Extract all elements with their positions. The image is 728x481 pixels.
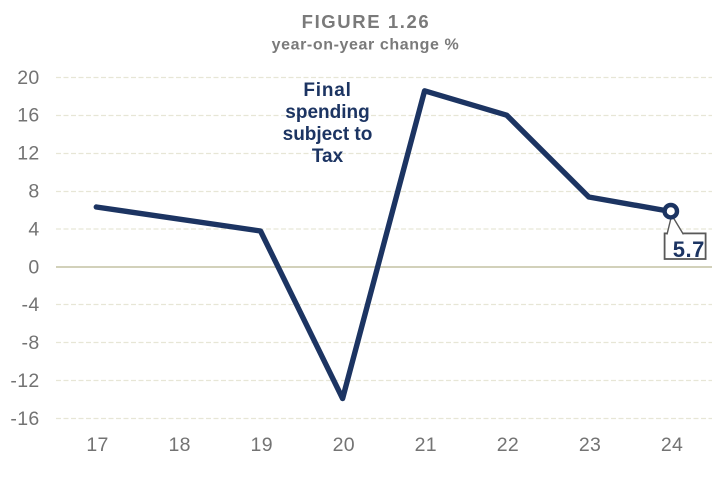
svg-text:Final: Final	[303, 80, 351, 101]
svg-text:subject to: subject to	[283, 124, 373, 145]
svg-text:12: 12	[17, 143, 39, 165]
svg-text:0: 0	[28, 256, 39, 278]
svg-text:FIGURE 1.26: FIGURE 1.26	[302, 11, 431, 32]
svg-text:-8: -8	[22, 332, 40, 354]
svg-text:4: 4	[28, 218, 39, 240]
svg-text:20: 20	[17, 67, 39, 89]
svg-text:spending: spending	[285, 102, 369, 123]
svg-text:24: 24	[661, 434, 683, 456]
svg-text:17: 17	[86, 434, 108, 456]
svg-text:-16: -16	[10, 408, 39, 430]
svg-text:22: 22	[497, 434, 519, 456]
svg-text:21: 21	[415, 434, 437, 456]
svg-text:8: 8	[28, 181, 39, 203]
svg-text:19: 19	[251, 434, 273, 456]
svg-text:18: 18	[168, 434, 190, 456]
svg-text:23: 23	[579, 434, 601, 456]
svg-text:20: 20	[333, 434, 355, 456]
svg-text:-4: -4	[22, 294, 40, 316]
svg-text:-12: -12	[10, 370, 39, 392]
svg-text:5.7: 5.7	[673, 237, 705, 262]
svg-text:Tax: Tax	[312, 146, 344, 167]
svg-text:16: 16	[17, 105, 39, 127]
svg-text:year-on-year change %: year-on-year change %	[272, 37, 460, 54]
